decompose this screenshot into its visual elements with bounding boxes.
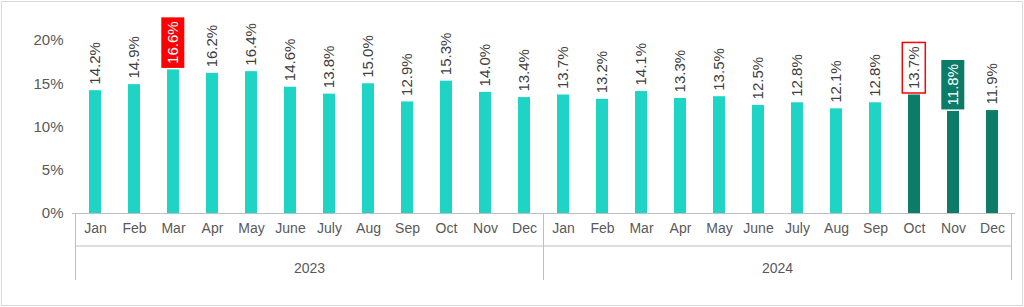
svg-text:11.8%: 11.8% bbox=[944, 64, 961, 105]
svg-text:10%: 10% bbox=[33, 118, 63, 135]
svg-text:0%: 0% bbox=[42, 204, 64, 221]
svg-text:2023: 2023 bbox=[294, 260, 325, 276]
svg-text:Feb: Feb bbox=[122, 220, 146, 236]
svg-text:Sep: Sep bbox=[863, 220, 888, 236]
svg-text:May: May bbox=[238, 220, 264, 236]
svg-text:14.9%: 14.9% bbox=[125, 36, 142, 79]
svg-text:Aug: Aug bbox=[824, 220, 849, 236]
svg-text:Sep: Sep bbox=[395, 220, 420, 236]
svg-text:13.7%: 13.7% bbox=[905, 46, 922, 89]
svg-text:Apr: Apr bbox=[670, 220, 692, 236]
svg-text:Mar: Mar bbox=[629, 220, 653, 236]
svg-text:20%: 20% bbox=[33, 31, 63, 48]
svg-text:Apr: Apr bbox=[202, 220, 224, 236]
svg-text:14.1%: 14.1% bbox=[632, 43, 649, 86]
svg-text:14.0%: 14.0% bbox=[476, 44, 493, 87]
svg-text:12.9%: 12.9% bbox=[398, 53, 415, 96]
svg-text:Dec: Dec bbox=[980, 220, 1005, 236]
svg-text:July: July bbox=[785, 220, 810, 236]
svg-text:May: May bbox=[706, 220, 732, 236]
svg-text:Oct: Oct bbox=[436, 220, 458, 236]
svg-text:Jan: Jan bbox=[552, 220, 575, 236]
svg-text:15.0%: 15.0% bbox=[359, 35, 376, 78]
svg-text:12.5%: 12.5% bbox=[749, 57, 766, 100]
svg-text:13.7%: 13.7% bbox=[554, 46, 571, 89]
svg-text:12.1%: 12.1% bbox=[827, 60, 844, 103]
svg-text:12.8%: 12.8% bbox=[866, 54, 883, 97]
svg-text:15%: 15% bbox=[33, 75, 63, 92]
svg-text:June: June bbox=[743, 220, 774, 236]
svg-text:13.8%: 13.8% bbox=[320, 46, 337, 89]
svg-text:June: June bbox=[275, 220, 306, 236]
svg-text:5%: 5% bbox=[42, 161, 64, 178]
svg-text:Nov: Nov bbox=[941, 220, 966, 236]
svg-text:Dec: Dec bbox=[512, 220, 537, 236]
svg-text:Oct: Oct bbox=[904, 220, 926, 236]
svg-text:13.3%: 13.3% bbox=[671, 50, 688, 93]
svg-text:15.3%: 15.3% bbox=[437, 33, 454, 76]
svg-text:13.4%: 13.4% bbox=[515, 49, 532, 92]
svg-text:16.2%: 16.2% bbox=[203, 25, 220, 68]
svg-text:14.6%: 14.6% bbox=[281, 39, 298, 82]
svg-text:Nov: Nov bbox=[473, 220, 498, 236]
svg-text:13.2%: 13.2% bbox=[593, 51, 610, 94]
svg-text:13.5%: 13.5% bbox=[710, 48, 727, 91]
svg-text:11.9%: 11.9% bbox=[983, 63, 1000, 104]
svg-text:Aug: Aug bbox=[356, 220, 381, 236]
svg-text:2024: 2024 bbox=[762, 260, 793, 276]
svg-text:16.4%: 16.4% bbox=[242, 23, 259, 66]
svg-text:Jan: Jan bbox=[84, 220, 107, 236]
svg-text:14.2%: 14.2% bbox=[86, 42, 103, 85]
svg-text:July: July bbox=[317, 220, 342, 236]
svg-text:Feb: Feb bbox=[590, 220, 614, 236]
svg-text:12.8%: 12.8% bbox=[788, 54, 805, 97]
svg-text:Mar: Mar bbox=[161, 220, 185, 236]
svg-text:16.6%: 16.6% bbox=[164, 21, 181, 64]
